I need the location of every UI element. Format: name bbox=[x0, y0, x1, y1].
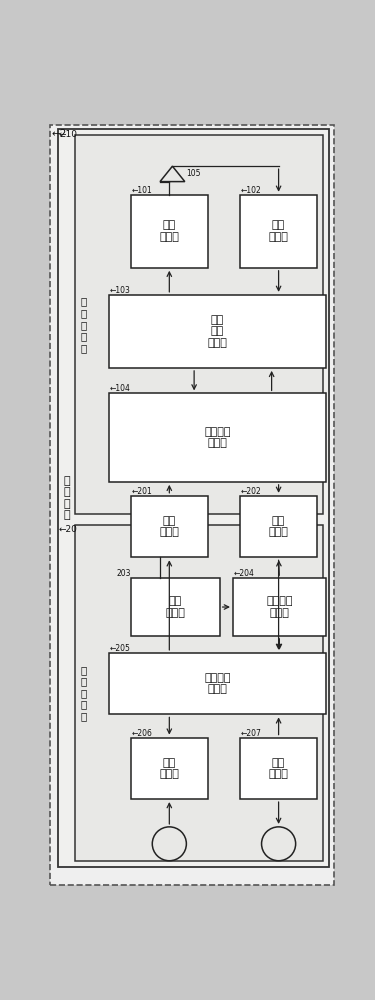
Text: ←201: ←201 bbox=[131, 487, 152, 496]
Bar bbox=[109, 653, 326, 714]
Bar bbox=[240, 496, 317, 557]
Text: ←101: ←101 bbox=[131, 186, 152, 195]
Text: 无线
发送部: 无线 发送部 bbox=[159, 220, 179, 242]
Bar bbox=[240, 738, 317, 799]
Text: 参数
管理部: 参数 管理部 bbox=[165, 596, 185, 618]
Text: 203: 203 bbox=[117, 569, 131, 578]
Text: ←103: ←103 bbox=[110, 286, 130, 295]
Text: 无线
接收部: 无线 接收部 bbox=[268, 220, 288, 242]
Text: 应用数据
控制部: 应用数据 控制部 bbox=[204, 673, 231, 694]
Text: 有
线
通
信
部: 有 线 通 信 部 bbox=[81, 665, 87, 721]
Bar bbox=[130, 578, 220, 636]
Text: 有线
发送部: 有线 发送部 bbox=[268, 758, 288, 779]
Text: ←102: ←102 bbox=[241, 186, 261, 195]
Text: 105: 105 bbox=[186, 169, 201, 178]
Bar bbox=[233, 578, 326, 636]
Text: 数据
发送部: 数据 发送部 bbox=[159, 516, 179, 537]
Text: 无线
访问
控制部: 无线 访问 控制部 bbox=[207, 315, 227, 348]
Bar bbox=[130, 496, 208, 557]
Bar bbox=[130, 738, 208, 799]
Text: 有线
接收部: 有线 接收部 bbox=[159, 758, 179, 779]
Text: ←2: ←2 bbox=[51, 129, 67, 139]
Bar bbox=[75, 525, 323, 861]
Bar bbox=[130, 195, 208, 268]
Text: 无
线
主
站: 无 线 主 站 bbox=[64, 476, 70, 520]
Text: ←202: ←202 bbox=[241, 487, 261, 496]
Text: ←207: ←207 bbox=[241, 729, 261, 738]
Bar bbox=[109, 295, 326, 368]
Text: 数据
接收部: 数据 接收部 bbox=[268, 516, 288, 537]
Text: 无线网络
控制部: 无线网络 控制部 bbox=[204, 427, 231, 448]
Text: ←10: ←10 bbox=[58, 130, 78, 139]
Text: ←104: ←104 bbox=[110, 384, 130, 393]
Text: ←205: ←205 bbox=[110, 644, 130, 653]
Text: ←204: ←204 bbox=[234, 569, 255, 578]
Text: 无
线
通
信
部: 无 线 通 信 部 bbox=[81, 297, 87, 353]
Bar bbox=[109, 393, 326, 482]
Text: ←206: ←206 bbox=[131, 729, 152, 738]
Bar bbox=[240, 195, 317, 268]
Text: ←20: ←20 bbox=[58, 525, 77, 534]
Text: 通信周期
计算部: 通信周期 计算部 bbox=[266, 596, 292, 618]
Bar bbox=[75, 135, 323, 514]
